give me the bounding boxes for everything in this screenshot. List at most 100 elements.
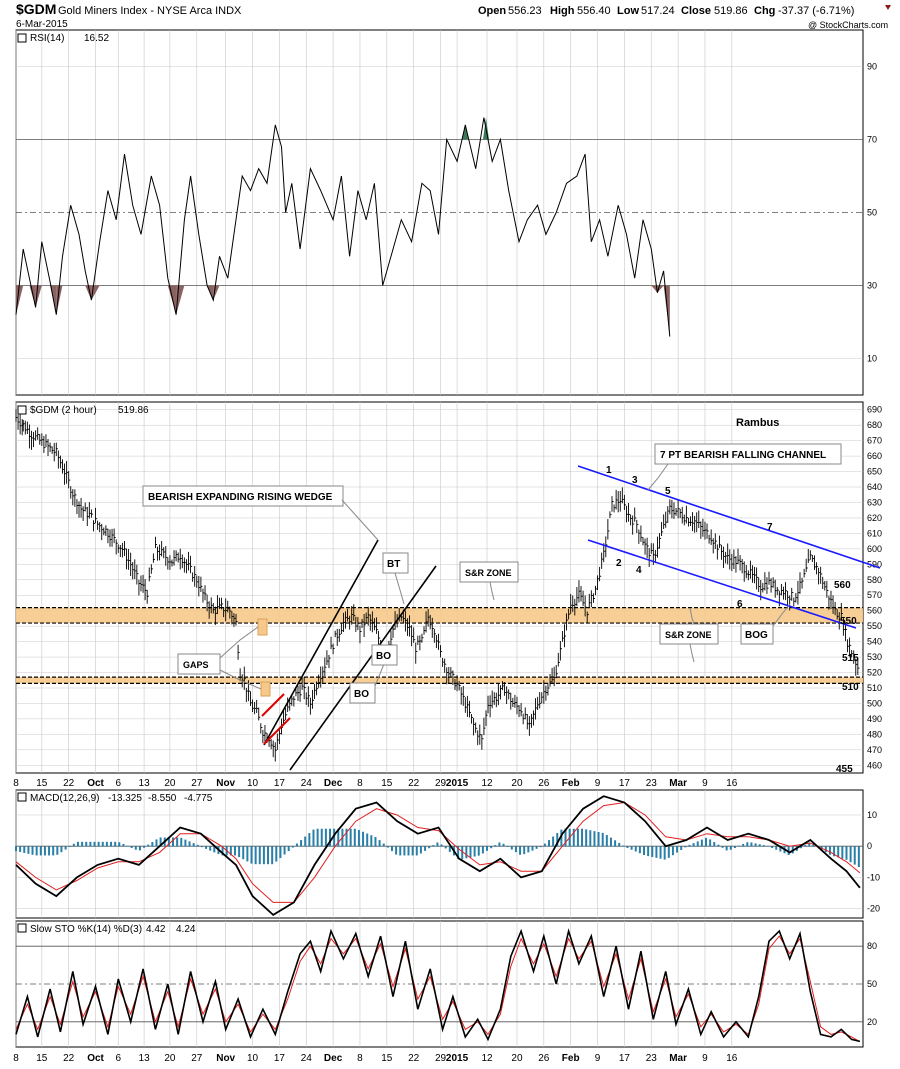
high-value: 556.40 [577,5,611,17]
bo-1-label: BO [354,689,369,700]
macd-histogram-bar [291,846,294,848]
macd-histogram-bar [81,841,84,847]
macd-histogram-bar [754,843,757,847]
zone-label-515: 515 [842,653,859,664]
macd-legend-signal: -8.550 [148,793,177,804]
chg-value: -37.37 (-6.71%) [778,5,854,17]
y-tick-label: 580 [867,575,882,585]
macd-histogram-bar [279,846,282,859]
x-axis-labels-lower: 8 15 22 Oct 6 13 20 27 Nov 10 17 24 Dec 8 15 22 29 2015 12… [13,1053,738,1064]
macd-histogram-bar [382,843,385,847]
y-tick-label: 670 [867,436,882,446]
macd-histogram-bar [68,846,71,847]
macd-histogram-bar [229,846,232,856]
x-tick-label: 2015 [446,778,469,789]
x-tick-label: Dec [324,1053,343,1064]
sto-legend-k: 4.42 [146,924,166,935]
zone-label-550: 550 [840,616,857,627]
macd-histogram-bar [717,844,720,847]
x-grid [15,30,733,1047]
macd-histogram-bar [126,845,129,847]
channel-label-pointer [647,463,669,491]
macd-histogram-bar [539,846,542,848]
macd-histogram-bar [213,846,216,853]
open-label: Open [478,5,506,17]
x-tick-label: 20 [511,778,523,789]
channel-point-7: 7 [767,522,773,533]
macd-line [15,795,861,917]
macd-histogram-bar [316,828,319,847]
y-tick-label: 460 [867,760,882,770]
y-tick-label: 10 [867,354,877,364]
macd-histogram-bar [308,833,311,847]
macd-histogram-bar [444,846,447,849]
y-tick-label: 30 [867,281,877,291]
macd-histogram-bar [618,842,621,847]
macd-histogram-bar [597,831,600,847]
macd-histogram-bar [209,846,212,851]
y-tick-label: 10 [867,810,877,820]
rsi-oversold-fill [651,285,658,293]
macd-histogram-bar [601,832,604,847]
rsi-legend-swatch [17,33,27,43]
sr-zone-2-box [659,623,719,645]
macd-histogram-bar [15,846,17,852]
macd-histogram-bar [638,846,641,854]
header-date: 6-Mar-2015 [16,19,68,30]
macd-histogram-bar [275,846,278,862]
macd-legend-value: -13.325 [108,793,142,804]
macd-histogram-bar [833,846,836,857]
macd-histogram-bar [267,846,270,865]
macd-histogram-bar [845,846,848,860]
macd-histogram-bar [614,840,617,847]
macd-histogram-bar [122,844,125,847]
rsi-line [15,117,671,337]
macd-histogram-bar [738,845,741,847]
y-tick-label: 640 [867,482,882,492]
macd-histogram-bar [48,846,51,856]
macd-histogram-bar [151,842,154,847]
macd-histogram-bar [27,846,30,854]
x-tick-label: 16 [726,1053,738,1064]
low-value: 517.24 [641,5,675,17]
macd-histogram-bar [808,842,811,847]
macd-histogram-bar [849,846,852,863]
y-tick-label: 470 [867,745,882,755]
macd-histogram-bar [320,828,323,847]
sr-zone-1-label: S&R ZONE [465,568,512,578]
x-tick-label: 17 [619,1053,631,1064]
bo-2-label: BO [376,651,391,662]
x-tick-label: 6 [115,1053,121,1064]
macd-histogram-bar [312,829,315,847]
x-tick-label: 22 [63,1053,75,1064]
y-tick-label: 560 [867,606,882,616]
macd-histogram-bar [415,846,418,856]
macd-histogram-bar [758,844,761,847]
macd-histogram-bar [564,828,567,847]
x-tick-label: 9 [595,778,601,789]
y-tick-label: 480 [867,729,882,739]
macd-histogram-bar [630,846,633,850]
macd-histogram-bar [172,837,175,847]
macd-histogram-bar [324,828,327,847]
bo-1-box [349,682,376,704]
y-tick-label: 540 [867,637,882,647]
x-tick-label: 26 [538,1053,550,1064]
macd-histogram-bar [721,846,724,848]
y-tick-label: 490 [867,714,882,724]
macd-histogram-bar [147,844,150,847]
macd-histogram-bar [221,846,224,856]
rsi-oversold-fill [85,285,92,301]
macd-histogram-bar [486,846,489,851]
macd-histogram-bar [399,846,402,856]
macd-histogram-bar [461,846,464,860]
macd-histogram-bar [85,841,88,847]
macd-histogram-bar [498,842,501,847]
x-tick-label: 10 [247,778,259,789]
wedge-upper-line [263,539,379,746]
sr-zone-1-pointer [489,581,495,601]
macd-histogram-bar [775,846,778,850]
x-tick-label: 9 [702,1053,708,1064]
rsi-legend-label: RSI(14) [30,33,64,44]
